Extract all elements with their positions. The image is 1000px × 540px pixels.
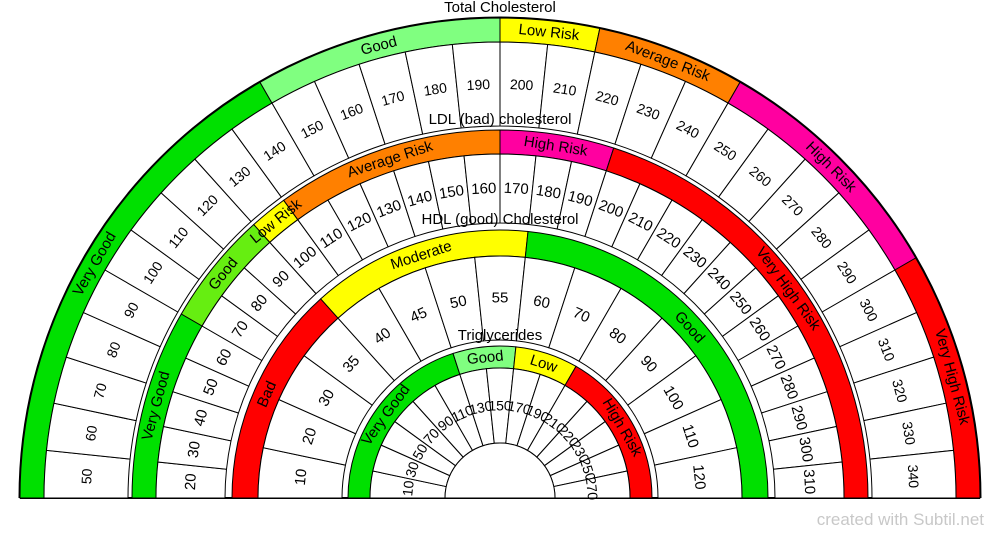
value-label: 270 xyxy=(583,476,601,501)
value-label: 45 xyxy=(408,304,430,326)
value-label: 170 xyxy=(379,87,406,109)
value-label: 230 xyxy=(635,100,663,123)
value-label: 80 xyxy=(103,339,124,359)
value-label: 170 xyxy=(503,180,529,198)
value-label: 310 xyxy=(800,469,818,495)
credit-text: created with Subtil.net xyxy=(816,510,984,529)
value-label: 10 xyxy=(399,480,417,497)
value-cell xyxy=(653,447,743,499)
value-label: 210 xyxy=(552,79,578,98)
value-label: 190 xyxy=(566,188,595,211)
value-label: 300 xyxy=(795,436,816,463)
band-label-good: Good xyxy=(466,347,504,368)
center-hub xyxy=(444,442,556,499)
value-label: 60 xyxy=(82,424,100,442)
value-label: 30 xyxy=(315,387,338,410)
gauge-triglycerides: 1030507090110130150170190210220230250270… xyxy=(347,327,653,501)
value-label: 70 xyxy=(570,304,592,326)
value-label: 170 xyxy=(506,397,532,418)
value-label: 220 xyxy=(594,87,621,109)
value-label: 320 xyxy=(889,377,911,404)
value-label: 50 xyxy=(200,376,222,398)
value-label: 70 xyxy=(229,318,252,341)
value-label: 20 xyxy=(299,426,320,447)
value-label: 55 xyxy=(492,290,509,307)
value-label: 200 xyxy=(510,76,534,93)
value-label: 10 xyxy=(292,468,311,486)
value-label: 290 xyxy=(788,404,811,433)
value-label: 90 xyxy=(120,299,141,320)
value-label: 30 xyxy=(402,459,422,479)
value-label: 50 xyxy=(409,441,431,463)
value-label: 190 xyxy=(466,76,490,93)
gauge-title: Total Cholesterol xyxy=(444,0,556,16)
value-label: 80 xyxy=(606,324,629,348)
value-label: 160 xyxy=(338,100,366,123)
value-label: 50 xyxy=(78,468,95,485)
value-label: 40 xyxy=(191,408,212,429)
value-label: 310 xyxy=(875,336,898,364)
band-label-low-risk: Low Risk xyxy=(518,21,581,44)
value-label: 60 xyxy=(532,292,552,312)
value-label: 150 xyxy=(438,182,465,203)
value-label: 80 xyxy=(248,291,272,315)
value-label: 250 xyxy=(577,456,600,483)
value-label: 150 xyxy=(488,398,512,414)
value-label: 20 xyxy=(182,473,200,491)
value-label: 130 xyxy=(468,397,494,418)
value-label: 50 xyxy=(448,292,468,312)
gauge-title: Triglycerides xyxy=(458,327,542,344)
gauge-title: HDL (good) Cholesterol xyxy=(421,211,578,228)
value-cell xyxy=(869,449,957,499)
gauge-title: LDL (bad) cholesterol xyxy=(429,111,572,128)
value-label: 70 xyxy=(90,381,110,400)
value-cell xyxy=(772,461,845,499)
value-label: 110 xyxy=(678,422,702,450)
value-label: 180 xyxy=(422,79,448,98)
value-label: 180 xyxy=(535,182,562,203)
value-label: 120 xyxy=(689,464,709,491)
value-label: 140 xyxy=(406,188,435,211)
value-label: 60 xyxy=(213,346,236,369)
value-label: 330 xyxy=(899,420,918,446)
value-label: 340 xyxy=(905,464,922,488)
value-label: 160 xyxy=(471,180,497,198)
value-label: 30 xyxy=(185,440,204,459)
value-label: 40 xyxy=(371,324,394,348)
